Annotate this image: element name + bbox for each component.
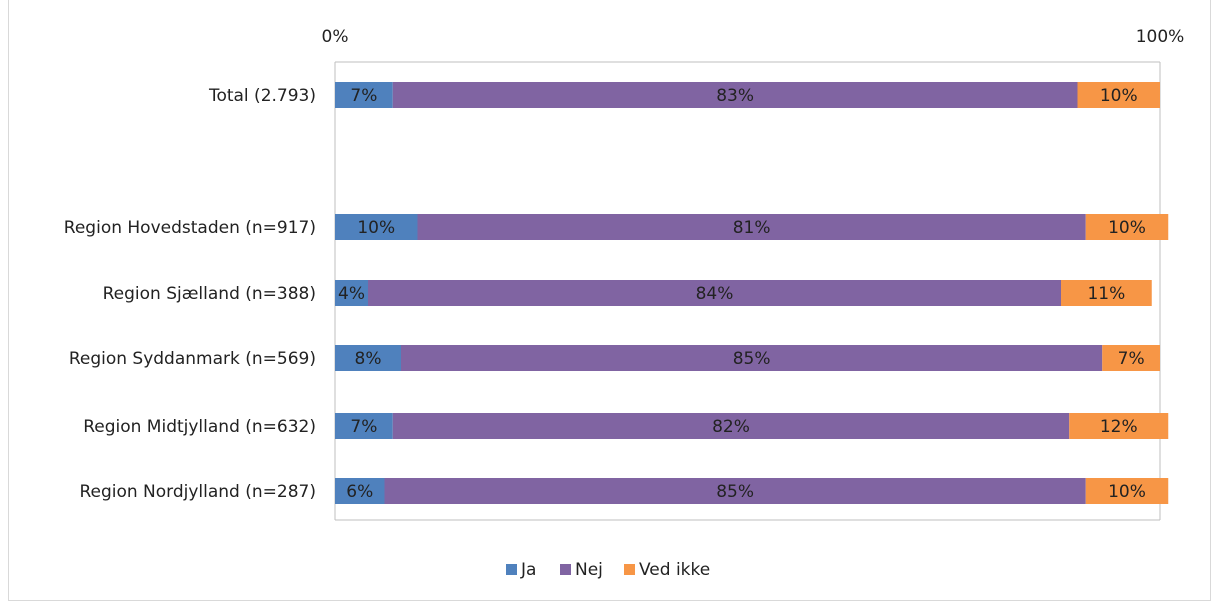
data-label: 83% — [716, 86, 754, 106]
data-label: 85% — [733, 349, 771, 369]
chart-frame — [8, 0, 1211, 601]
bar-segment-ja — [335, 280, 368, 306]
legend-label: Nej — [575, 560, 603, 580]
data-label: 85% — [716, 482, 754, 502]
data-label: 8% — [355, 349, 382, 369]
data-label: 7% — [350, 86, 377, 106]
data-label: 10% — [1100, 86, 1138, 106]
data-label: 7% — [1118, 349, 1145, 369]
bar-segment-nej — [384, 478, 1086, 504]
bar-segment-nej — [392, 413, 1070, 439]
legend-swatch — [624, 564, 635, 575]
data-label: 6% — [346, 482, 373, 502]
x-tick-label: 100% — [1136, 27, 1185, 47]
data-label: 4% — [338, 284, 365, 304]
data-label: 84% — [696, 284, 734, 304]
data-label: 12% — [1100, 417, 1138, 437]
bar-segment-nej — [417, 214, 1086, 240]
category-label: Region Nordjylland (n=287) — [79, 482, 316, 502]
data-label: 10% — [357, 218, 395, 238]
bar-segment-nej — [392, 82, 1078, 108]
category-label: Region Midtjylland (n=632) — [83, 417, 316, 437]
bar-segment-ved-ikke — [1085, 214, 1169, 240]
bar-segment-nej — [368, 280, 1061, 306]
bar-segment-ja — [335, 214, 418, 240]
category-label: Total (2.793) — [208, 86, 316, 106]
data-label: 81% — [733, 218, 771, 238]
legend-label: Ja — [520, 560, 536, 580]
bar-segment-ved-ikke — [1077, 82, 1160, 108]
bar-segment-ja — [335, 82, 393, 108]
data-label: 10% — [1108, 218, 1146, 238]
category-label: Region Sjælland (n=388) — [103, 284, 316, 304]
data-label: 82% — [712, 417, 750, 437]
bar-segment-ja — [335, 413, 393, 439]
bar-segment-ved-ikke — [1061, 280, 1152, 306]
bar-segment-nej — [401, 345, 1103, 371]
legend-swatch — [560, 564, 571, 575]
bar-segment-ja — [335, 478, 385, 504]
data-label: 11% — [1087, 284, 1125, 304]
bar-segment-ved-ikke — [1085, 478, 1169, 504]
legend-swatch — [506, 564, 517, 575]
category-label: Region Hovedstaden (n=917) — [64, 218, 316, 238]
x-tick-label: 0% — [322, 27, 349, 47]
bar-segment-ved-ikke — [1069, 413, 1169, 439]
category-label: Region Syddanmark (n=569) — [69, 349, 316, 369]
data-label: 7% — [350, 417, 377, 437]
data-label: 10% — [1108, 482, 1146, 502]
bar-segment-ja — [335, 345, 401, 371]
bar-segment-ved-ikke — [1102, 345, 1160, 371]
legend-label: Ved ikke — [639, 560, 710, 580]
